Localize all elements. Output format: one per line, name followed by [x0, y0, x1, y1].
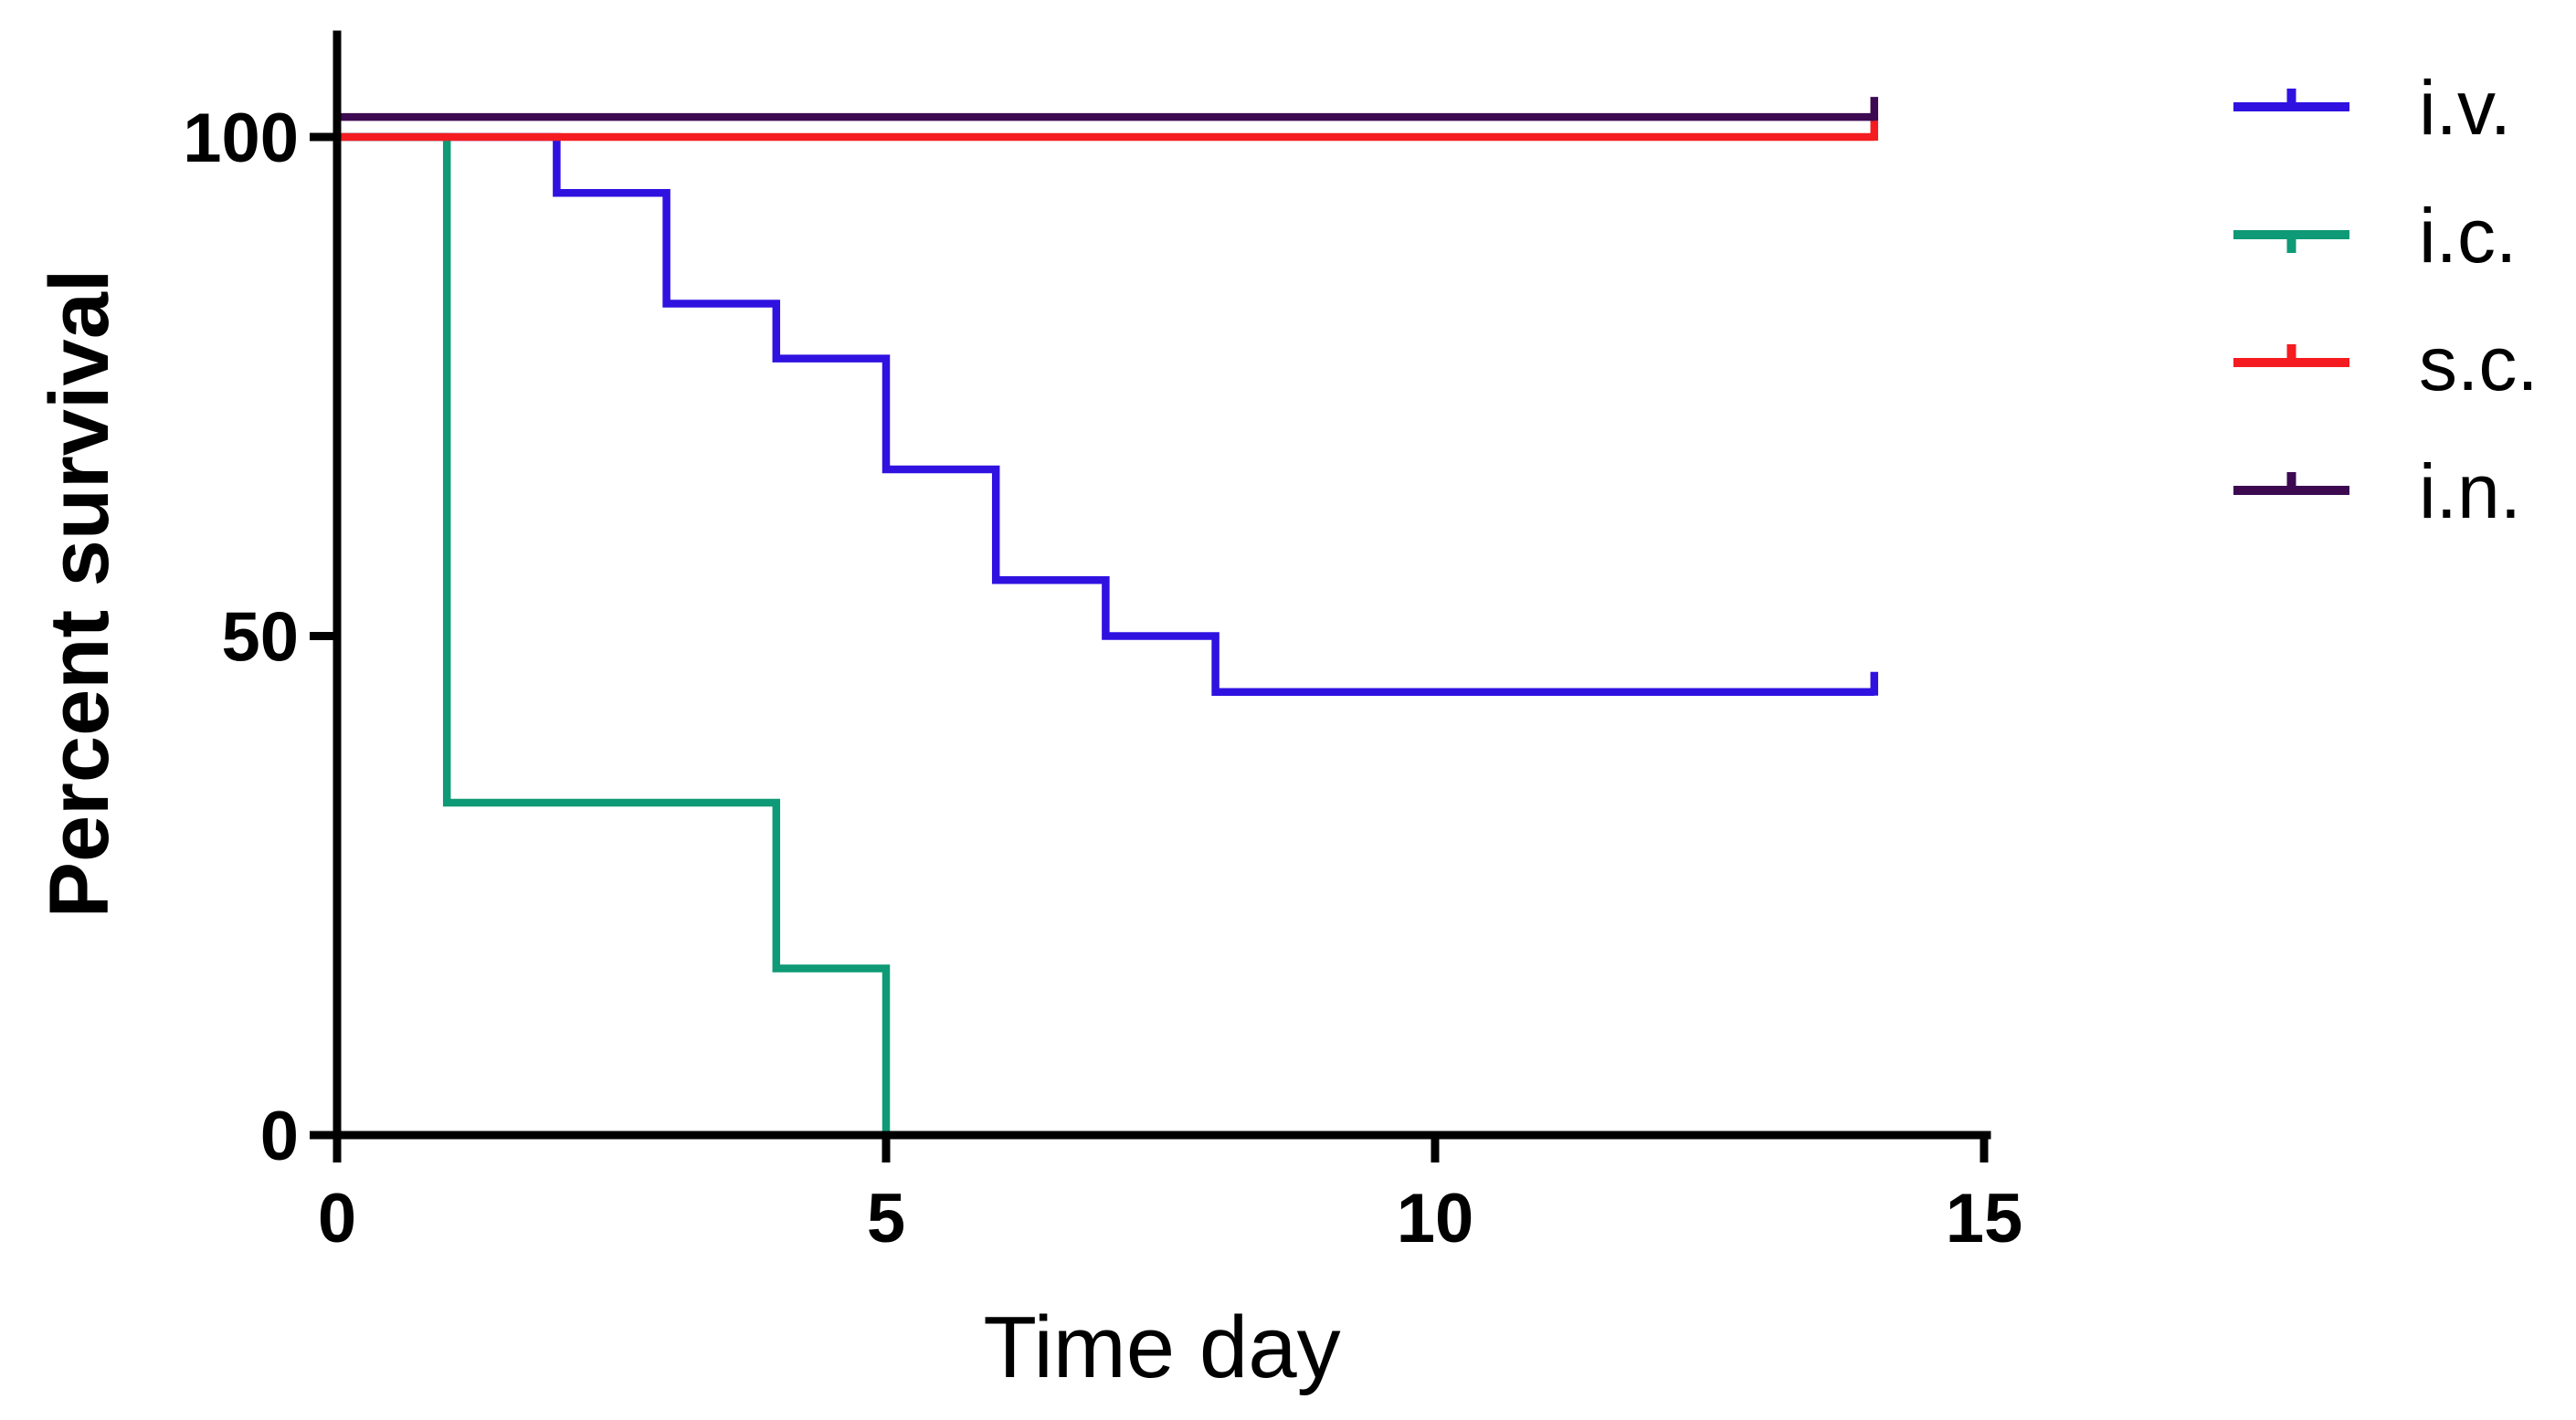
legend-entry: s.c. [2233, 321, 2539, 406]
legend-label: i.v. [2419, 65, 2511, 151]
legend-label: s.c. [2419, 321, 2539, 406]
legend-entry: i.n. [2233, 448, 2521, 534]
x-tick-label: 5 [867, 1180, 905, 1257]
y-tick-label: 0 [260, 1098, 299, 1175]
series-in [337, 97, 1879, 121]
series-ic [337, 132, 891, 1135]
legend-entry: i.c. [2233, 193, 2517, 279]
x-tick-label: 10 [1397, 1180, 1474, 1257]
ticks: 0 5 10 15 0 50 100 [183, 100, 2022, 1257]
y-axis-title: Percent survival [33, 269, 126, 919]
series-iv [337, 132, 1879, 696]
x-tick-label: 15 [1946, 1180, 2023, 1257]
legend: i.v. i.c. s.c. i.n. [2233, 65, 2539, 534]
legend-label: i.n. [2419, 448, 2521, 534]
x-axis-title: Time day [983, 1299, 1340, 1396]
y-tick-label: 100 [183, 100, 299, 177]
plot-series [337, 97, 1879, 1135]
survival-curve [337, 132, 1874, 696]
legend-entry: i.v. [2233, 65, 2511, 151]
survival-curve [337, 132, 891, 1135]
axes [333, 30, 1991, 1140]
y-tick-label: 50 [221, 599, 299, 677]
legend-label: i.c. [2419, 193, 2517, 279]
x-tick-label: 0 [318, 1180, 356, 1257]
